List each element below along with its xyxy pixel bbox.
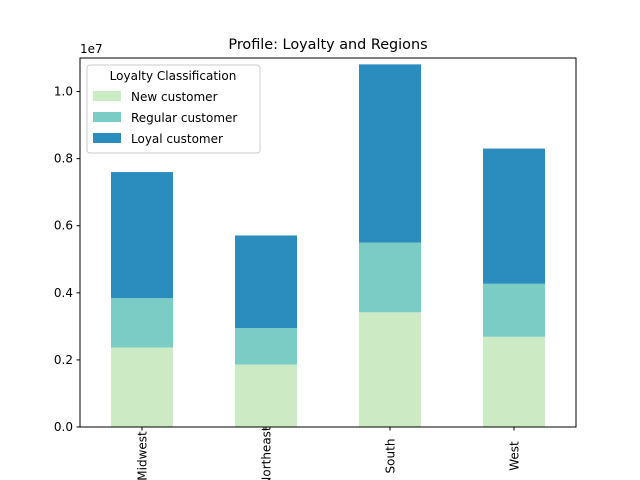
y-tick-label: 0.2 <box>54 353 73 367</box>
x-tick-label: Midwest <box>136 431 150 480</box>
legend-label: New customer <box>131 90 218 104</box>
x-tick-label: Northeast <box>260 426 274 480</box>
x-tick-label: South <box>384 439 398 474</box>
y-tick-label: 1.0 <box>54 85 73 99</box>
x-axis: Midwest Northeast South West <box>136 426 522 480</box>
legend: Loyalty Classification New customer Regul… <box>86 64 261 154</box>
legend-label: Regular customer <box>131 111 237 125</box>
chart-title: Profile: Loyalty and Regions <box>228 37 427 53</box>
y-tick-label: 0.0 <box>54 420 73 434</box>
legend-swatch <box>93 133 121 143</box>
bar-segment-south-series-1 <box>359 242 421 313</box>
bar-segment-west-series-0 <box>483 336 545 427</box>
y-scale-label: 1e7 <box>80 42 103 56</box>
plot-frame <box>79 57 577 428</box>
x-tick-label: West <box>508 441 522 471</box>
y-axis: 0.0 0.2 0.4 0.6 0.8 1.0 <box>54 85 80 434</box>
y-tick-label: 0.4 <box>54 286 73 300</box>
legend-frame <box>86 64 261 154</box>
bars-group <box>111 64 545 427</box>
bar-segment-midwest-series-2 <box>111 172 173 299</box>
legend-swatch <box>93 91 121 101</box>
bar-segment-west-series-1 <box>483 283 545 337</box>
y-tick-label: 0.6 <box>54 219 73 233</box>
bar-segment-northeast-series-2 <box>235 235 297 329</box>
legend-swatch <box>93 112 121 122</box>
bar-segment-west-series-2 <box>483 148 545 284</box>
bar-segment-midwest-series-0 <box>111 347 173 427</box>
bar-segment-northeast-series-0 <box>235 364 297 427</box>
bar-segment-south-series-0 <box>359 312 421 427</box>
bar-segment-midwest-series-1 <box>111 298 173 348</box>
legend-label: Loyal customer <box>131 132 223 146</box>
bar-segment-south-series-2 <box>359 64 421 243</box>
y-tick-label: 0.8 <box>54 152 73 166</box>
bar-segment-northeast-series-1 <box>235 328 297 365</box>
legend-title: Loyalty Classification <box>110 69 237 83</box>
